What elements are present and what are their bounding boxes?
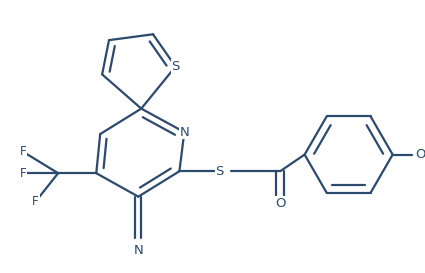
Text: O: O bbox=[275, 197, 286, 210]
Text: N: N bbox=[133, 244, 143, 257]
Text: F: F bbox=[20, 145, 26, 158]
Text: N: N bbox=[179, 126, 189, 139]
Text: S: S bbox=[215, 165, 224, 178]
Text: F: F bbox=[20, 167, 26, 180]
Text: S: S bbox=[171, 60, 180, 73]
Text: F: F bbox=[32, 195, 39, 208]
Text: O: O bbox=[415, 148, 425, 161]
